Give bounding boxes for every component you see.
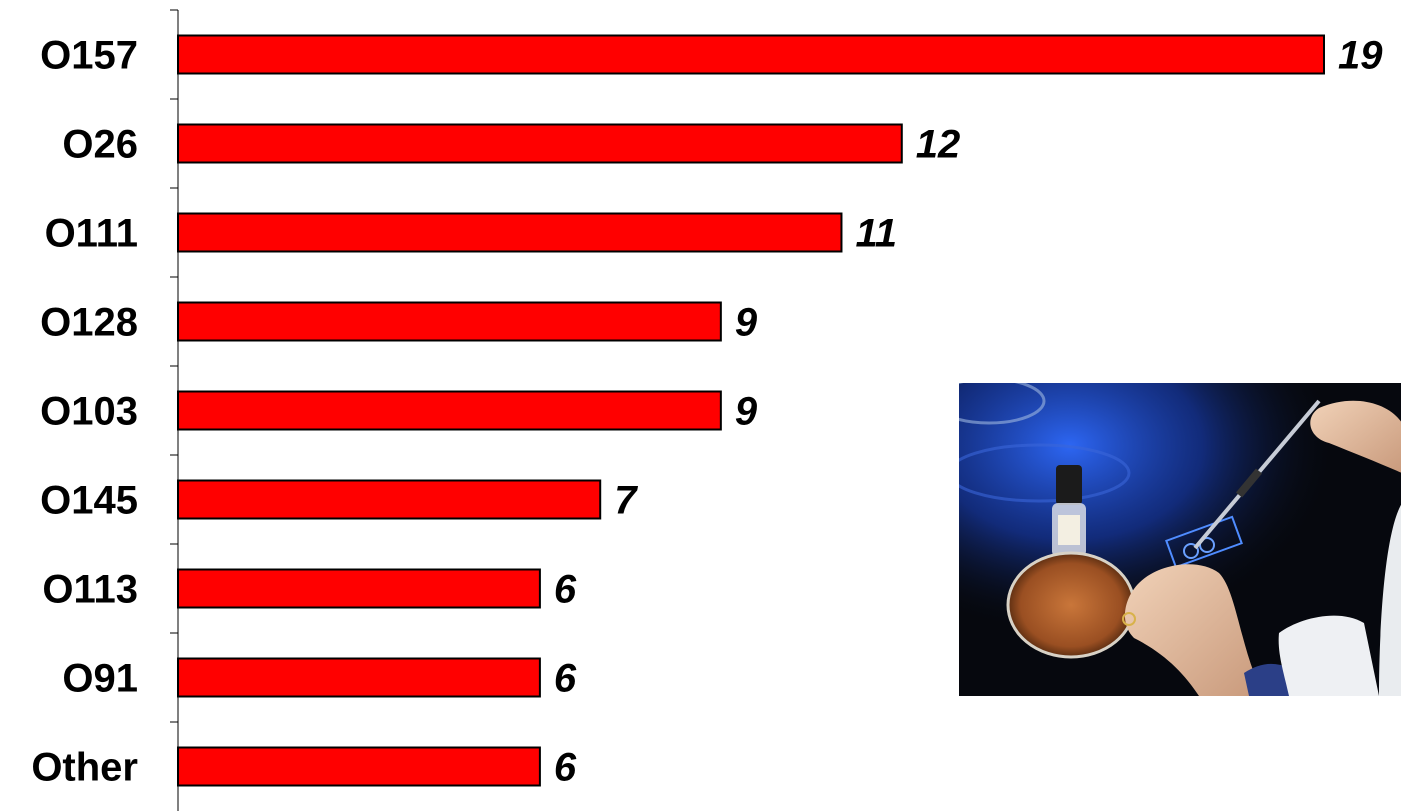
category-label: O145 [40,479,138,523]
bar-other [177,746,541,787]
category-label: Other [31,746,138,790]
value-label: 9 [735,301,758,345]
value-label: 9 [735,390,758,434]
value-label: 7 [614,479,638,523]
value-label: 19 [1338,34,1383,78]
bar-o113 [177,568,541,609]
bar-o26 [177,123,903,164]
category-label: O113 [42,568,138,612]
value-labels: 19 12 11 9 9 7 6 6 6 [554,34,1383,790]
value-label: 6 [554,746,577,790]
value-label: 6 [554,568,577,612]
bar-o145 [177,479,602,520]
category-label: O157 [40,34,138,78]
lab-photo [959,383,1401,696]
bars-layer [177,34,1325,787]
category-label: O26 [62,123,138,167]
bar-o157 [177,34,1325,75]
value-label: 11 [855,212,897,256]
bar-o103 [177,390,722,431]
value-label: 6 [554,657,577,701]
bar-o111 [177,212,843,253]
category-label: O111 [45,212,138,256]
bar-o128 [177,301,722,342]
lab-photo-icon [959,383,1401,696]
bar-o91 [177,657,541,698]
category-label: O103 [40,390,138,434]
category-labels: O157 O26 O111 O128 O103 O145 O113 O91 Other [31,34,138,790]
value-label: 12 [916,123,961,167]
axis-layer [170,9,179,811]
category-label: O91 [62,657,138,701]
category-label: O128 [40,301,138,345]
